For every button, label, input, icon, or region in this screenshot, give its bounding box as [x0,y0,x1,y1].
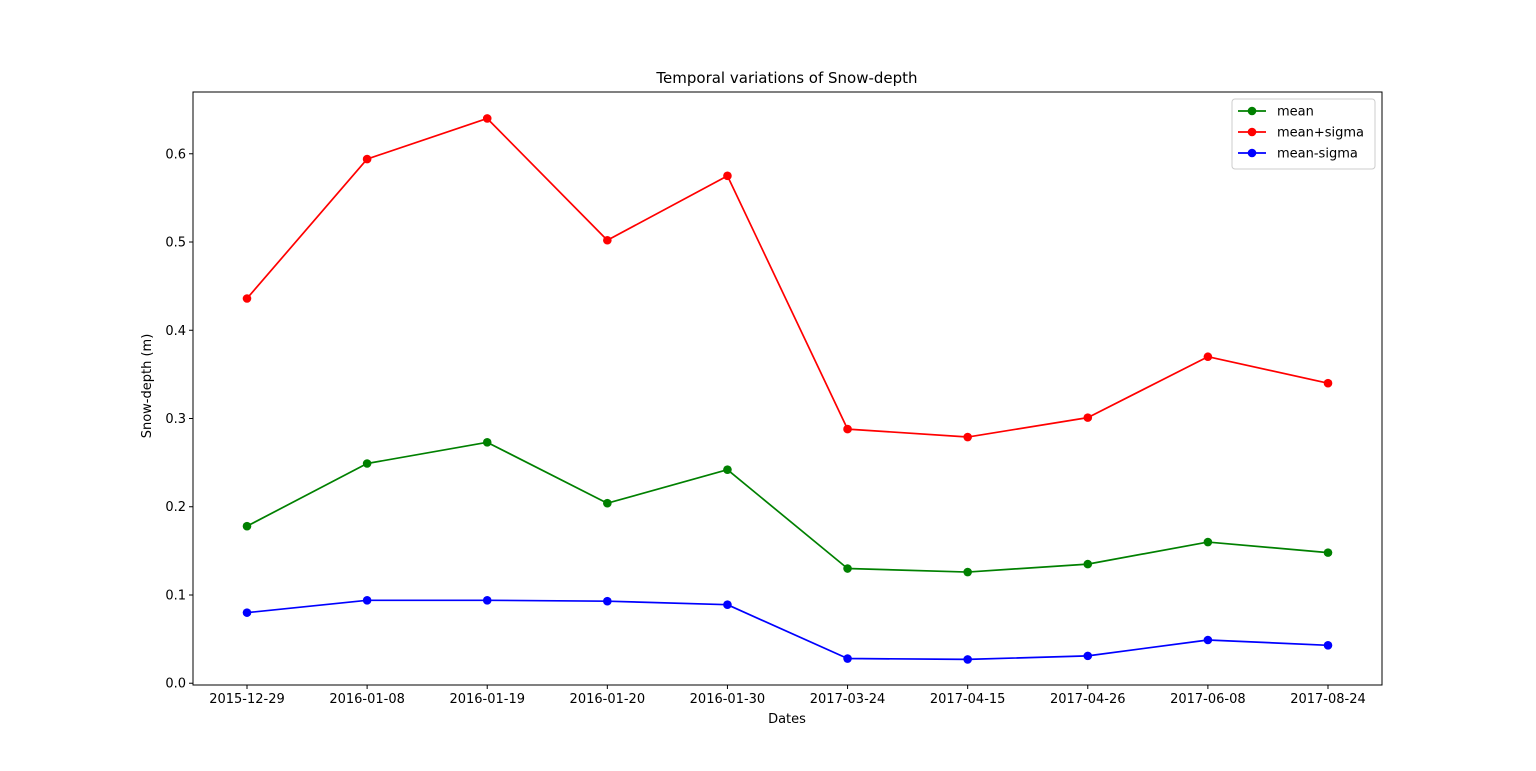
x-tick-label: 2016-01-08 [329,692,405,707]
y-tick-label: 0.5 [165,236,186,251]
data-point-mean-plus-sigma [1203,352,1213,362]
data-point-mean-plus-sigma [963,432,972,442]
data-point-mean-sigma [1323,640,1333,650]
data-point-mean [482,438,492,447]
chart-title: Temporal variations of Snow-depth [655,69,917,87]
data-point-mean-sigma [723,600,732,609]
series-layer [242,114,1333,664]
series-mean [242,438,1333,577]
y-tick-label: 0.0 [165,677,186,692]
series-line-mean [246,441,1329,573]
data-point-mean-plus-sigma [723,171,732,181]
x-tick-label: 2017-06-08 [1170,692,1246,707]
data-point-mean-plus-sigma [362,154,372,164]
legend-marker [1247,148,1257,158]
y-tick-label: 0.3 [165,412,186,427]
data-point-mean-plus-sigma [603,235,612,245]
series-line-mean-sigma [246,599,1329,661]
data-point-mean-plus-sigma [843,424,852,434]
series-mean-sigma [242,595,1333,664]
legend-label: mean-sigma [1277,147,1358,162]
x-tick-label: 2017-03-24 [810,692,886,707]
x-axis-label: Dates [768,712,806,727]
data-point-mean-plus-sigma [242,294,252,303]
data-point-mean-sigma [963,655,972,664]
data-point-mean [843,564,852,573]
legend-label: mean [1277,105,1314,120]
legend-marker [1247,106,1257,116]
data-point-mean [362,459,372,468]
legend: mean mean+sigma mean-sigma [1231,98,1376,170]
data-point-mean [963,567,972,577]
x-tick-label: 2017-04-26 [1050,692,1126,707]
data-point-mean-sigma [482,595,492,605]
data-point-mean [1203,537,1213,547]
data-point-mean-sigma [362,595,372,605]
x-tick-label: 2016-01-20 [570,692,646,707]
series-mean-plus-sigma [242,114,1333,442]
data-point-mean [242,521,252,531]
x-tick-label: 2017-04-15 [930,692,1006,707]
axes-layer: 2015-12-29 2016-01-08 2016-01-19 2016-01-20… [165,147,1365,707]
y-tick-label: 0.4 [165,324,186,339]
x-tick-label: 2016-01-30 [690,692,766,707]
data-point-mean [1083,559,1093,569]
legend-box [1231,98,1376,170]
y-tick-label: 0.1 [165,588,186,603]
x-tick-label: 2017-08-24 [1290,692,1366,707]
data-point-mean-sigma [603,596,612,606]
data-point-mean-sigma [843,654,852,663]
data-point-mean-sigma [1203,635,1213,645]
x-tick-label: 2016-01-19 [449,692,525,707]
series-line-mean-plus-sigma [246,117,1329,438]
legend-marker [1247,127,1257,137]
data-point-mean [603,498,612,508]
x-tick-label: 2015-12-29 [209,692,285,707]
data-point-mean [1323,548,1333,557]
legend-label: mean+sigma [1277,126,1364,141]
data-point-mean-sigma [242,608,252,617]
data-point-mean-plus-sigma [1323,378,1333,388]
data-point-mean-plus-sigma [482,114,492,123]
y-tick-label: 0.6 [165,147,186,162]
data-point-mean-sigma [1083,651,1093,661]
data-point-mean-plus-sigma [1083,413,1093,422]
data-point-mean [723,465,732,474]
y-tick-label: 0.2 [165,500,186,515]
plot-frame [192,91,1383,686]
y-axis-label: Snow-depth (m) [140,334,155,439]
